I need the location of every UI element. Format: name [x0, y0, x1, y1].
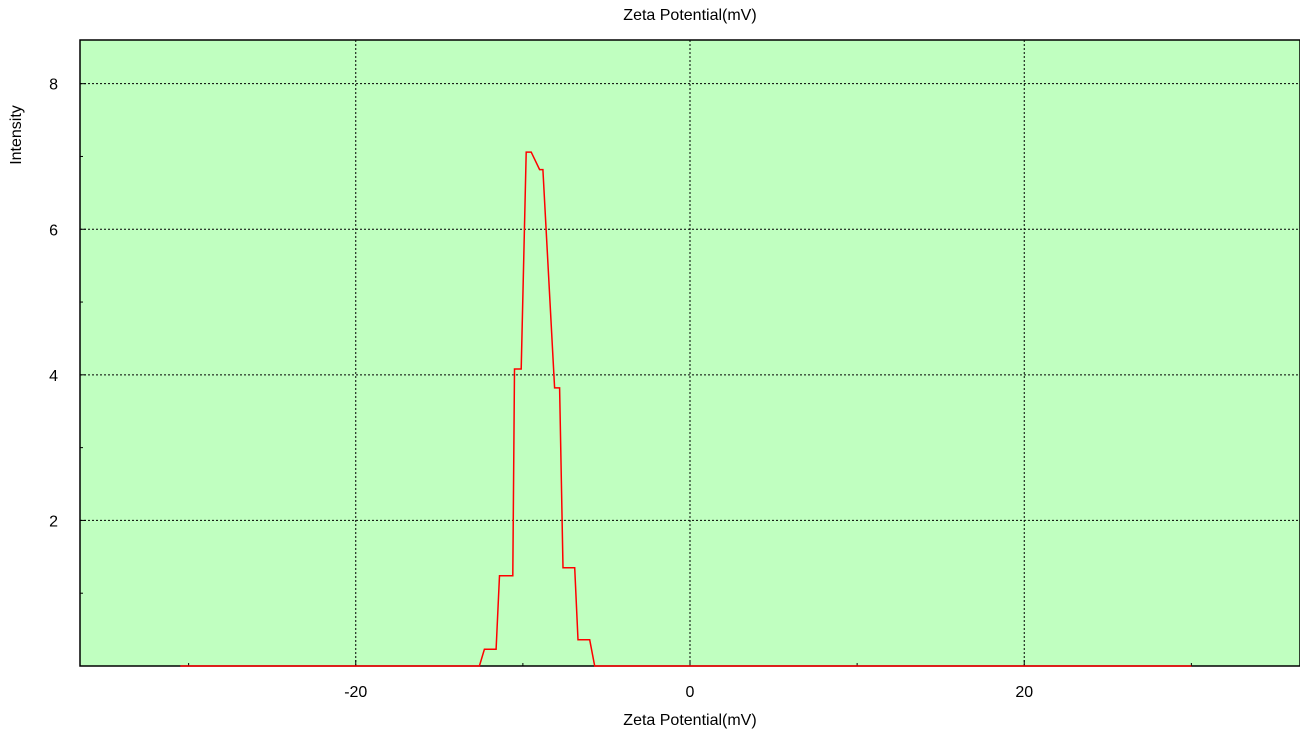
chart-title: Zeta Potential(mV)	[623, 7, 756, 24]
y-tick-label: 2	[49, 513, 58, 530]
y-tick-label: 6	[49, 222, 58, 239]
axis-ticks	[80, 83, 1192, 666]
x-tick-label: 20	[1015, 684, 1033, 701]
x-axis-title: Zeta Potential(mV)	[623, 712, 756, 729]
intensity-series-line	[180, 151, 1192, 667]
grid-lines	[80, 40, 1300, 666]
y-tick-label: 8	[49, 77, 58, 94]
x-tick-label: 0	[686, 684, 695, 701]
y-tick-label: 4	[49, 368, 58, 385]
x-tick-label: -20	[344, 684, 367, 701]
series-layer	[180, 151, 1192, 667]
y-axis-title: Intensity	[8, 105, 25, 165]
tick-labels: -20 0 20 2 4 6 8	[49, 77, 1033, 701]
